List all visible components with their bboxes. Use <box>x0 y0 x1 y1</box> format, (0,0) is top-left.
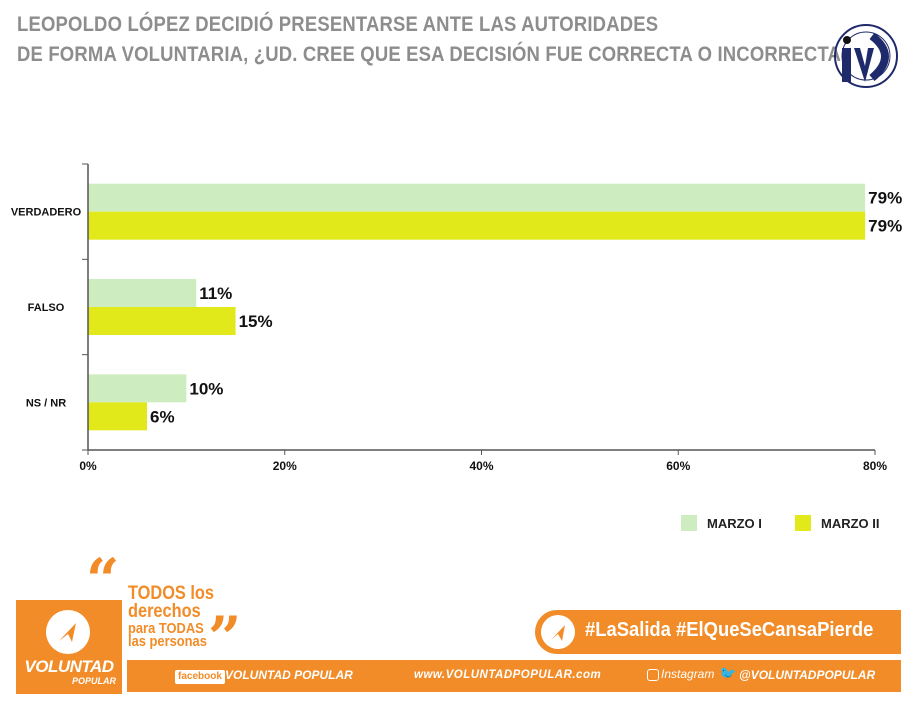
twitter-icon[interactable]: 🐦 <box>719 665 737 681</box>
slogan-line-1: TODOS los <box>128 583 214 604</box>
slogan-line-3: para TODAS <box>128 620 204 637</box>
category-label-3: NS / NR <box>26 397 66 409</box>
facebook-name[interactable]: VOLUNTAD POPULAR <box>225 668 353 682</box>
data-label-2-1: 79% <box>868 217 902 236</box>
legend-swatch-series-2 <box>795 515 811 531</box>
hashtag-banner: #LaSalida #ElQueSeCansaPierde <box>535 610 901 654</box>
legend-item-series-2: MARZO II <box>795 515 880 531</box>
legend-label-series-1: MARZO I <box>707 515 762 531</box>
social-bar: facebook VOLUNTAD POPULAR www.VOLUNTADPO… <box>127 660 901 692</box>
send-arrow-icon <box>541 615 575 649</box>
data-label-1-1: 79% <box>868 189 902 208</box>
bar-2-1 <box>88 211 866 240</box>
slogan: “ TODOS los derechos para TODAS las pers… <box>86 550 256 668</box>
legend-item-series-1: MARZO I <box>681 515 762 531</box>
instagram-label[interactable]: Instagram <box>661 667 715 681</box>
legend-label-series-2: MARZO II <box>821 515 880 531</box>
slogan-line-4: las personas <box>128 633 207 650</box>
category-label-2: FALSO <box>28 302 65 314</box>
category-label-1: VERDADERO <box>11 207 82 219</box>
bar-1-2 <box>88 279 197 307</box>
vp-name: VOLUNTAD <box>24 657 114 676</box>
quote-open-icon: “ <box>86 546 120 614</box>
ivad-logo <box>834 24 898 88</box>
footer: VOLUNTAD POPULAR “ TODOS los derechos pa… <box>0 550 918 709</box>
bar-2-3 <box>88 402 148 431</box>
x-tick-label-1: 0% <box>79 459 97 473</box>
quote-close-icon: ” <box>208 604 242 672</box>
x-tick-label-4: 60% <box>666 459 690 473</box>
facebook-icon[interactable]: facebook <box>175 670 225 684</box>
x-tick-label-5: 80% <box>863 459 887 473</box>
vp-logo-icon <box>46 610 90 654</box>
legend-swatch-series-1 <box>681 515 697 531</box>
chart-axes <box>82 163 876 455</box>
website-link[interactable]: www.VOLUNTADPOPULAR.com <box>414 669 602 681</box>
data-label-1-2: 11% <box>199 284 232 303</box>
instagram-icon[interactable] <box>647 669 659 681</box>
bar-2-2 <box>88 307 236 335</box>
twitter-handle[interactable]: @VOLUNTADPOPULAR <box>739 668 876 682</box>
title-line-1: LEOPOLDO LÓPEZ DECIDIÓ PRESENTARSE ANTE … <box>17 12 659 36</box>
chart-bars <box>88 183 866 431</box>
bar-1-3 <box>88 374 187 403</box>
chart-labels: 79% 79% VERDADERO 11% 15% FALSO 10% 6% NS / NR 0%… <box>11 189 902 473</box>
x-tick-label-3: 40% <box>469 459 493 473</box>
data-label-2-3: 6% <box>150 407 175 426</box>
data-label-1-3: 10% <box>189 379 223 398</box>
hashtags[interactable]: #LaSalida #ElQueSeCansaPierde <box>585 619 874 641</box>
chart-legend: MARZO I MARZO II <box>0 515 918 535</box>
x-tick-label-2: 20% <box>273 459 297 473</box>
data-label-2-2: 15% <box>239 312 273 331</box>
voluntad-popular-logo: VOLUNTAD POPULAR <box>16 600 122 694</box>
bar-1-1 <box>88 183 866 212</box>
slogan-line-2: derechos <box>128 601 201 622</box>
vp-sub: POPULAR <box>71 676 116 686</box>
